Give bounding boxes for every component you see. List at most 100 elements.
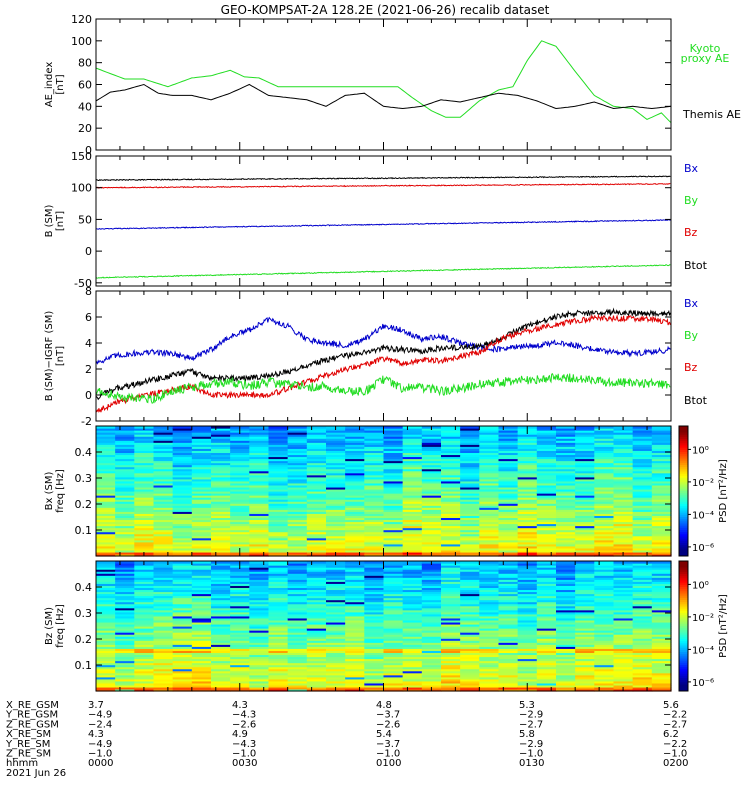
spectrogram-cell — [632, 452, 653, 456]
spectrogram-cell — [287, 456, 308, 460]
spectrogram-cell — [460, 446, 480, 449]
spectrogram-cell — [517, 623, 538, 627]
spectrogram-cell — [460, 601, 480, 605]
spectrogram-cell — [498, 543, 519, 547]
spectrogram-cell — [364, 470, 385, 474]
spectrogram-cell — [191, 519, 212, 523]
spectrogram-cell — [613, 634, 634, 637]
spectrogram-cell — [651, 597, 672, 601]
spectrogram-cell — [421, 634, 442, 637]
spectrogram-cell — [96, 531, 116, 535]
spectrogram-cell — [402, 462, 423, 466]
spectrogram-cell — [191, 613, 212, 617]
spectrogram-cell — [364, 531, 385, 535]
spectrogram-cell — [402, 507, 423, 510]
spectrogram-cell — [364, 497, 385, 500]
spectrogram-cell — [383, 587, 404, 591]
y-axis-3: 0.10.20.30.4Bx (SM) freq [Hz] — [44, 446, 671, 537]
spectrogram-cell — [383, 688, 404, 692]
spectrogram-cell — [441, 515, 461, 519]
spectrogram-cell — [479, 503, 500, 506]
spectrogram-cell — [345, 676, 365, 680]
spectrogram-cell — [306, 638, 327, 641]
spectrogram-cell — [441, 648, 461, 651]
spectrogram-cell — [556, 474, 576, 478]
spectrogram-cell — [613, 541, 634, 545]
colorbar-segment — [679, 589, 688, 592]
spectrogram-cell — [460, 507, 480, 510]
spectrogram-cell — [556, 543, 576, 547]
spectrogram-cell — [287, 458, 308, 462]
spectrogram-cell — [613, 672, 634, 676]
spectrogram-cell — [115, 460, 135, 464]
spectrogram-cell — [268, 515, 289, 519]
spectrogram-cell — [517, 486, 538, 490]
spectrogram-cell — [172, 664, 193, 668]
spectrogram-cell — [575, 597, 595, 601]
spectrogram-cell — [268, 565, 289, 568]
spectrogram-cell — [287, 476, 308, 480]
spectrogram-cell — [345, 615, 365, 619]
spectrogram-cell — [153, 626, 174, 629]
spectrogram-cell — [326, 464, 346, 468]
spectrogram-cell — [96, 646, 116, 649]
colorbar-segment — [679, 538, 688, 542]
spectrogram-cell — [345, 488, 365, 492]
spectrogram-cell — [134, 642, 155, 645]
spectrogram-cell — [536, 468, 557, 472]
spectrogram-cell — [441, 442, 461, 445]
spectrogram-cell — [383, 523, 404, 527]
spectrogram-cell — [172, 632, 193, 635]
spectrogram-cell — [172, 561, 193, 564]
spectrogram-cell — [191, 611, 212, 615]
spectrogram-cell — [134, 476, 155, 480]
spectrogram-cell — [479, 644, 500, 647]
spectrogram-cell — [632, 660, 653, 664]
spectrogram-cell — [306, 569, 327, 572]
spectrogram-cell — [441, 488, 461, 492]
spectrogram-cell — [556, 640, 576, 643]
spectrogram-cell — [651, 503, 672, 506]
spectrogram-cell — [421, 593, 442, 597]
spectrogram-cell — [556, 438, 576, 441]
series-line — [96, 313, 671, 413]
spectrogram-cell — [211, 547, 231, 551]
spectrogram-cell — [96, 585, 116, 589]
spectrogram-cell — [96, 480, 116, 484]
spectrogram-cell — [402, 656, 423, 660]
spectrogram-cell — [517, 577, 538, 580]
spectrogram-cell — [594, 478, 615, 482]
spectrogram-cell — [632, 547, 653, 551]
spectrogram-cell — [575, 440, 595, 443]
spectrogram-cell — [364, 448, 385, 451]
spectrogram-cell — [383, 654, 404, 658]
spectrogram-cell — [613, 601, 634, 605]
spectrogram-cell — [268, 688, 289, 692]
spectrogram-cell — [287, 654, 308, 658]
spectrogram-cell — [230, 452, 250, 456]
spectrogram-cell — [613, 464, 634, 468]
spectrogram-cell — [460, 476, 480, 480]
spectrogram-cell — [268, 478, 289, 482]
spectrogram-cell — [153, 565, 174, 568]
spectrogram-cell — [115, 488, 135, 492]
spectrogram-cell — [172, 543, 193, 547]
spectrogram-cell — [172, 611, 193, 615]
spectrogram-cell — [575, 507, 595, 510]
spectrogram-cell — [479, 442, 500, 445]
spectrogram-cell — [268, 569, 289, 572]
spectrogram-cell — [536, 630, 557, 633]
spectrogram-cell — [172, 460, 193, 464]
spectrogram-cell — [479, 462, 500, 466]
spectrogram-cell — [364, 617, 385, 621]
spectrogram-cell — [402, 664, 423, 668]
spectrogram-cell — [134, 521, 155, 525]
spectrogram-cell — [517, 545, 538, 549]
spectrogram-cell — [632, 497, 653, 500]
spectrogram-cell — [249, 507, 270, 510]
spectrogram-cell — [421, 517, 442, 521]
spectrogram-cell — [498, 541, 519, 545]
spectrogram-cell — [575, 638, 595, 641]
spectrogram-cell — [134, 474, 155, 478]
